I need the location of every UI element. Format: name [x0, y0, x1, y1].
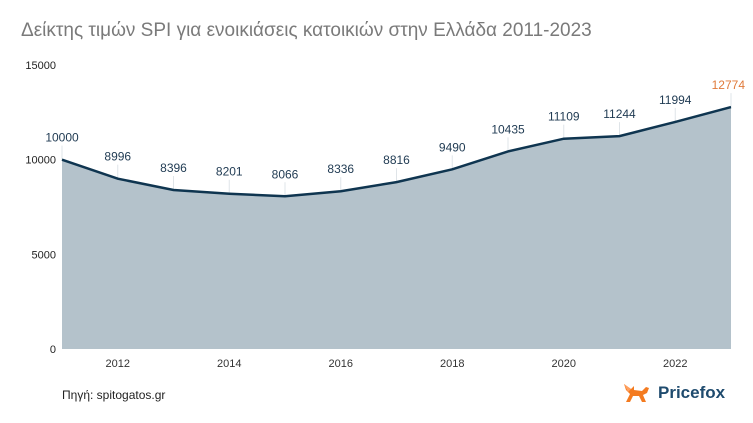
data-label: 8066	[272, 167, 299, 181]
data-label: 11109	[548, 110, 580, 124]
label-leader-lines	[61, 93, 732, 197]
data-label: 8396	[160, 161, 187, 175]
area-fill	[62, 107, 731, 349]
brand-name: Pricefox	[658, 383, 726, 402]
x-tick-label: 2014	[217, 358, 241, 370]
x-tick-label: 2012	[106, 358, 130, 370]
y-tick-label: 5000	[32, 249, 56, 261]
data-label: 8816	[383, 153, 410, 167]
brand-logo: Pricefox	[622, 381, 725, 405]
x-tick-label: 2016	[329, 358, 353, 370]
x-tick-label: 2020	[552, 358, 576, 370]
y-tick-label: 15000	[25, 60, 56, 72]
data-label: 9490	[439, 140, 466, 154]
data-label: 8336	[327, 162, 354, 176]
data-label: 11994	[659, 93, 692, 107]
fox-logo-icon	[624, 384, 649, 402]
chart-title: Δείκτης τιμών SPI για ενοικιάσεις κατοικ…	[21, 20, 592, 41]
x-axis: 2012 2014 2016 2018 2020 2022	[106, 358, 688, 370]
x-tick-label: 2022	[663, 358, 687, 370]
data-labels: 10000 8996 8396 8201 8066 8336 8816 9490 10435 11…	[45, 78, 745, 181]
source-note: Πηγή: spitogatos.gr	[62, 388, 166, 402]
data-label: 8201	[216, 165, 243, 179]
data-label: 12774	[712, 78, 746, 92]
data-label: 8996	[104, 150, 131, 164]
data-label: 10435	[491, 122, 525, 136]
series-line	[61, 105, 732, 198]
y-axis: 0 5000 10000 15000	[25, 60, 56, 356]
y-tick-label: 10000	[25, 155, 56, 167]
y-tick-label: 0	[50, 344, 56, 356]
x-tick-label: 2018	[440, 358, 464, 370]
data-label: 10000	[45, 131, 79, 145]
data-label: 11244	[603, 107, 636, 121]
